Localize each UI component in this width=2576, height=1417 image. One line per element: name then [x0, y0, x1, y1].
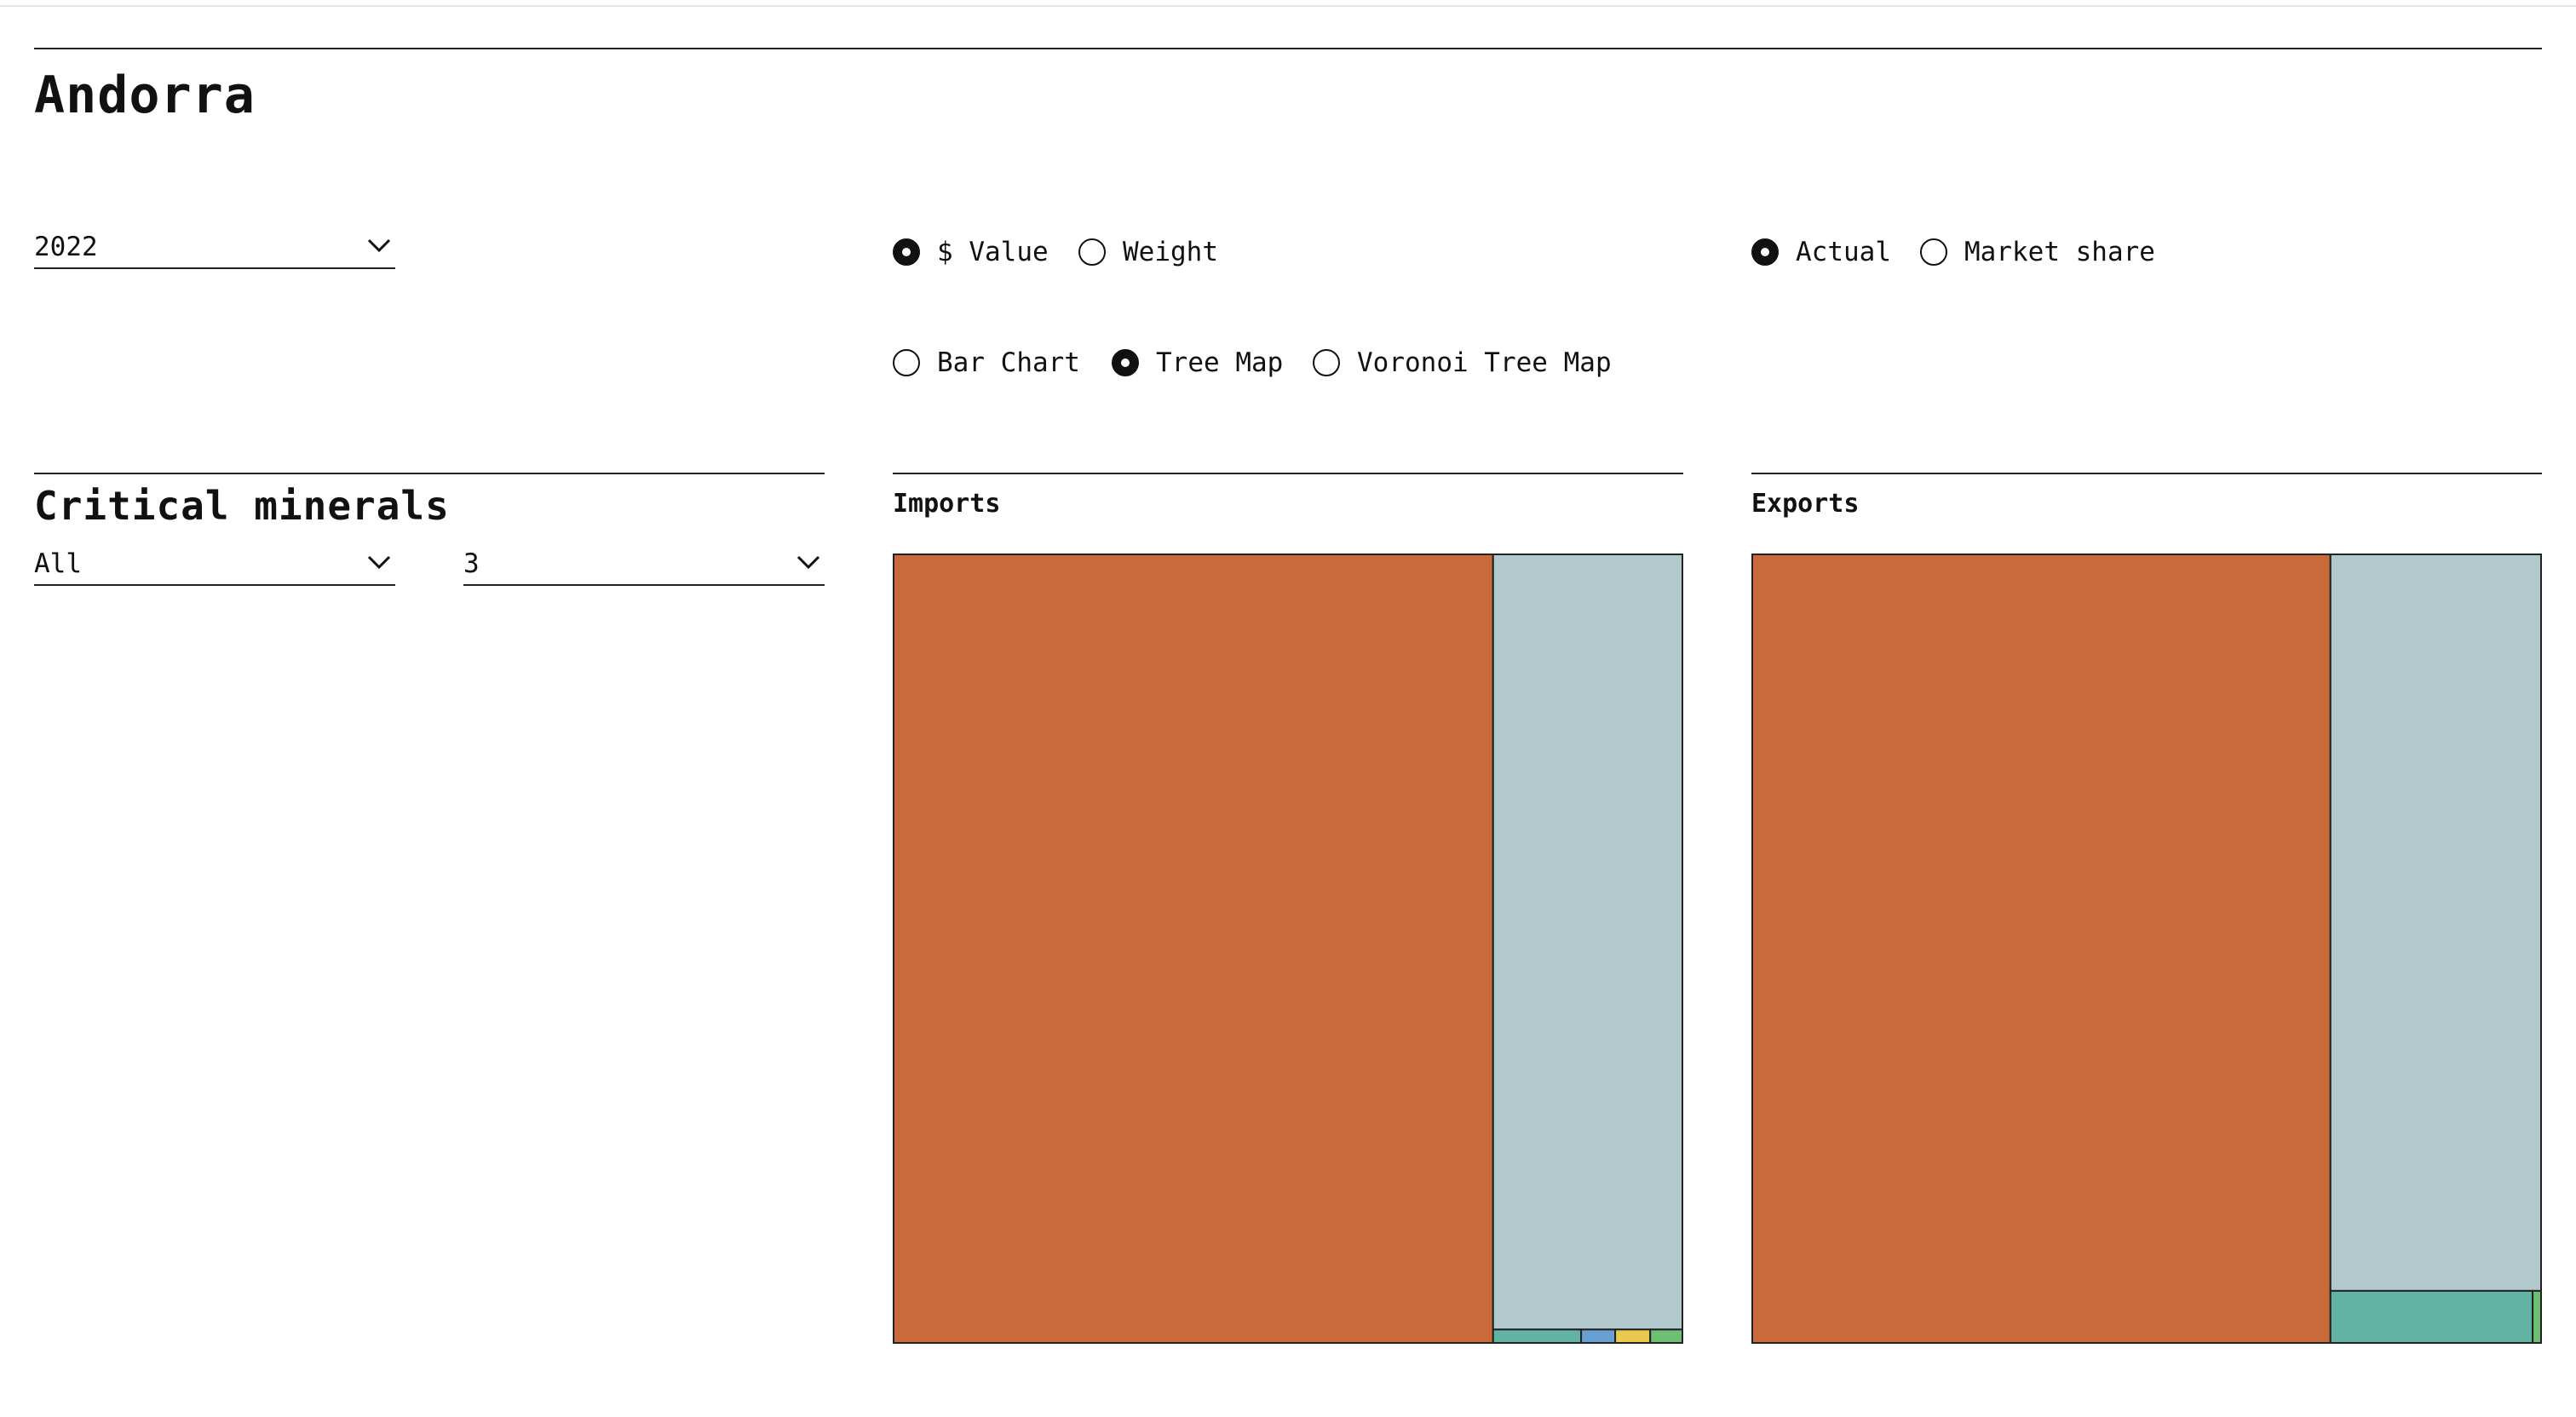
- exports-title: Exports: [1751, 489, 1860, 519]
- radio-tree-map[interactable]: Tree Map: [1112, 344, 1283, 382]
- exports-rule: [1751, 473, 2542, 474]
- radio-tree-map-indicator: [1112, 349, 1139, 376]
- radio-bar-chart-label: Bar Chart: [937, 347, 1080, 378]
- filters-rule: [34, 473, 825, 474]
- radio-value-label: $ Value: [937, 237, 1049, 267]
- section-title: Critical minerals: [34, 483, 450, 529]
- imports-title: Imports: [893, 489, 1001, 519]
- radio-bar-chart[interactable]: Bar Chart: [893, 344, 1080, 382]
- category-select[interactable]: All: [34, 542, 395, 586]
- imports-treemap-cell-5[interactable]: [1649, 1328, 1683, 1344]
- radio-weight-indicator: [1078, 238, 1106, 266]
- radio-tree-map-label: Tree Map: [1156, 347, 1284, 378]
- radio-voronoi-tree-map-label: Voronoi Tree Map: [1357, 347, 1612, 378]
- radio-voronoi-tree-map-indicator: [1313, 349, 1340, 376]
- year-select[interactable]: 2022: [34, 225, 395, 269]
- exports-treemap-cell-2[interactable]: [2329, 1289, 2534, 1344]
- radio-market-share-label: Market share: [1964, 237, 2155, 267]
- radio-weight[interactable]: Weight: [1078, 233, 1218, 271]
- chevron-down-icon: [367, 238, 391, 253]
- radio-bar-chart-indicator: [893, 349, 920, 376]
- imports-rule: [893, 473, 1683, 474]
- radio-market-share-indicator: [1920, 238, 1947, 266]
- level-select-value: 3: [463, 548, 480, 579]
- radio-value-indicator: [893, 238, 920, 266]
- imports-treemap: [893, 554, 1683, 1344]
- imports-treemap-cell-1[interactable]: [1492, 554, 1683, 1331]
- imports-treemap-cell-3[interactable]: [1580, 1328, 1617, 1344]
- radio-actual-indicator: [1751, 238, 1779, 266]
- exports-treemap-cell-1[interactable]: [2329, 554, 2542, 1292]
- radio-market-share[interactable]: Market share: [1920, 233, 2155, 271]
- chevron-down-icon: [367, 555, 391, 570]
- window-top-edge: [0, 5, 2576, 7]
- header-rule: [34, 48, 2542, 49]
- chevron-down-icon: [796, 555, 820, 570]
- level-select[interactable]: 3: [463, 542, 825, 586]
- imports-treemap-cell-2[interactable]: [1492, 1328, 1583, 1344]
- year-select-value: 2022: [34, 232, 98, 262]
- radio-value[interactable]: $ Value: [893, 233, 1049, 271]
- radio-actual-label: Actual: [1796, 237, 1891, 267]
- exports-treemap-cell-0[interactable]: [1751, 554, 2332, 1344]
- country-title: Andorra: [34, 66, 256, 125]
- radio-weight-label: Weight: [1123, 237, 1218, 267]
- imports-treemap-cell-0[interactable]: [893, 554, 1494, 1344]
- exports-treemap: [1751, 554, 2542, 1344]
- radio-actual[interactable]: Actual: [1751, 233, 1891, 271]
- category-select-value: All: [34, 548, 82, 579]
- imports-treemap-cell-4[interactable]: [1614, 1328, 1652, 1344]
- radio-voronoi-tree-map[interactable]: Voronoi Tree Map: [1313, 344, 1612, 382]
- exports-treemap-cell-3[interactable]: [2532, 1289, 2542, 1344]
